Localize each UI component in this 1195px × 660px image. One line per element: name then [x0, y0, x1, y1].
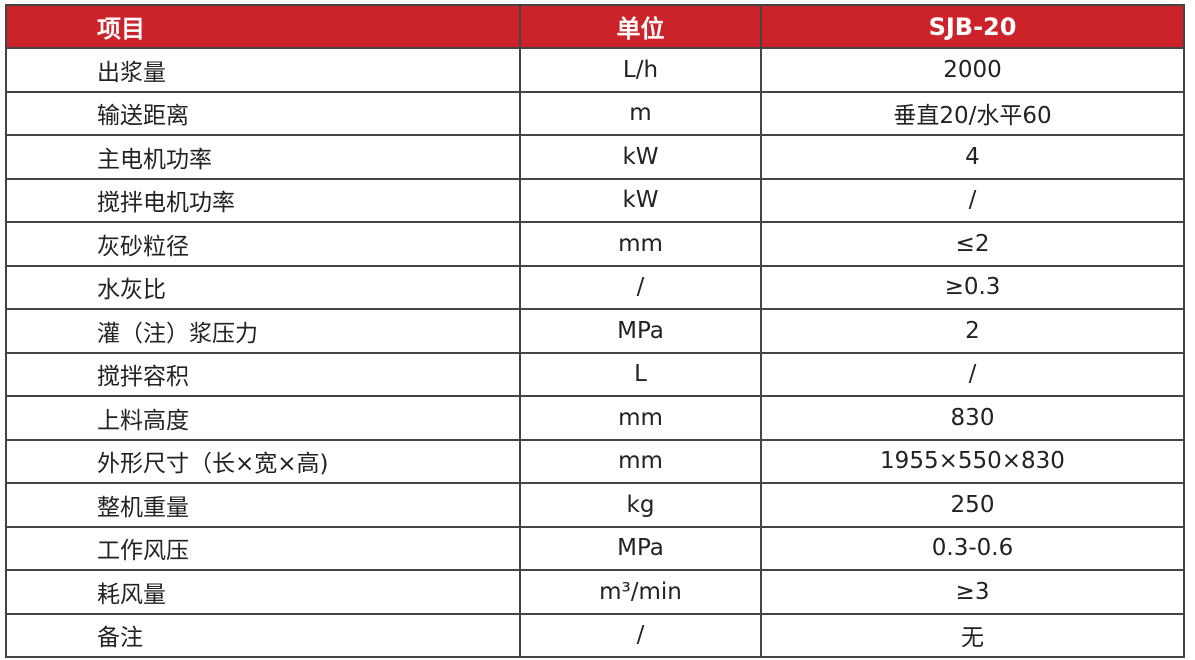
- table-row: 上料高度 mm 830: [5, 395, 1185, 441]
- header-unit: 单位: [519, 4, 762, 49]
- table-row: 输送距离 m 垂直20/水平60: [5, 90, 1185, 136]
- cell-item: 搅拌电机功率: [5, 177, 521, 223]
- cell-value: ≥0.3: [760, 264, 1185, 310]
- cell-unit: kW: [519, 177, 762, 223]
- header-item: 项目: [5, 4, 521, 49]
- cell-unit: /: [519, 612, 762, 658]
- spec-table: 项目 单位 SJB-20 出浆量 L/h 2000 输送距离 m 垂直20/水平60 主电机…: [5, 4, 1185, 658]
- table-row: 整机重量 kg 250: [5, 482, 1185, 528]
- cell-value: ≥3: [760, 569, 1185, 615]
- header-model: SJB-20: [760, 4, 1185, 49]
- cell-item: 出浆量: [5, 47, 521, 93]
- cell-unit: mm: [519, 395, 762, 441]
- cell-item: 外形尺寸（长×宽×高): [5, 438, 521, 484]
- cell-item: 输送距离: [5, 90, 521, 136]
- cell-unit: MPa: [519, 525, 762, 571]
- cell-value: 垂直20/水平60: [760, 90, 1185, 136]
- cell-unit: m³/min: [519, 569, 762, 615]
- cell-unit: L: [519, 351, 762, 397]
- cell-value: /: [760, 177, 1185, 223]
- cell-item: 主电机功率: [5, 134, 521, 180]
- cell-item: 灌（注）浆压力: [5, 308, 521, 354]
- cell-item: 搅拌容积: [5, 351, 521, 397]
- table-row: 耗风量 m³/min ≥3: [5, 569, 1185, 615]
- cell-unit: m: [519, 90, 762, 136]
- cell-item: 耗风量: [5, 569, 521, 615]
- cell-value: 4: [760, 134, 1185, 180]
- table-row: 搅拌电机功率 kW /: [5, 177, 1185, 223]
- table-row: 主电机功率 kW 4: [5, 134, 1185, 180]
- cell-value: 1955×550×830: [760, 438, 1185, 484]
- cell-value: 无: [760, 612, 1185, 658]
- cell-value: 830: [760, 395, 1185, 441]
- cell-value: 0.3-0.6: [760, 525, 1185, 571]
- table-row: 外形尺寸（长×宽×高) mm 1955×550×830: [5, 438, 1185, 484]
- cell-item: 整机重量: [5, 482, 521, 528]
- table-row: 灰砂粒径 mm ≤2: [5, 221, 1185, 267]
- cell-value: 250: [760, 482, 1185, 528]
- cell-unit: /: [519, 264, 762, 310]
- cell-unit: L/h: [519, 47, 762, 93]
- cell-value: 2000: [760, 47, 1185, 93]
- cell-item: 工作风压: [5, 525, 521, 571]
- table-row: 工作风压 MPa 0.3-0.6: [5, 525, 1185, 571]
- cell-unit: mm: [519, 438, 762, 484]
- cell-unit: mm: [519, 221, 762, 267]
- cell-unit: kg: [519, 482, 762, 528]
- cell-item: 灰砂粒径: [5, 221, 521, 267]
- table-row: 出浆量 L/h 2000: [5, 47, 1185, 93]
- cell-item: 备注: [5, 612, 521, 658]
- table-row: 备注 / 无: [5, 612, 1185, 658]
- cell-unit: MPa: [519, 308, 762, 354]
- table-row: 水灰比 / ≥0.3: [5, 264, 1185, 310]
- header-row: 项目 单位 SJB-20: [5, 4, 1185, 49]
- cell-item: 水灰比: [5, 264, 521, 310]
- cell-value: /: [760, 351, 1185, 397]
- cell-value: 2: [760, 308, 1185, 354]
- table-row: 搅拌容积 L /: [5, 351, 1185, 397]
- cell-value: ≤2: [760, 221, 1185, 267]
- cell-unit: kW: [519, 134, 762, 180]
- table-row: 灌（注）浆压力 MPa 2: [5, 308, 1185, 354]
- cell-item: 上料高度: [5, 395, 521, 441]
